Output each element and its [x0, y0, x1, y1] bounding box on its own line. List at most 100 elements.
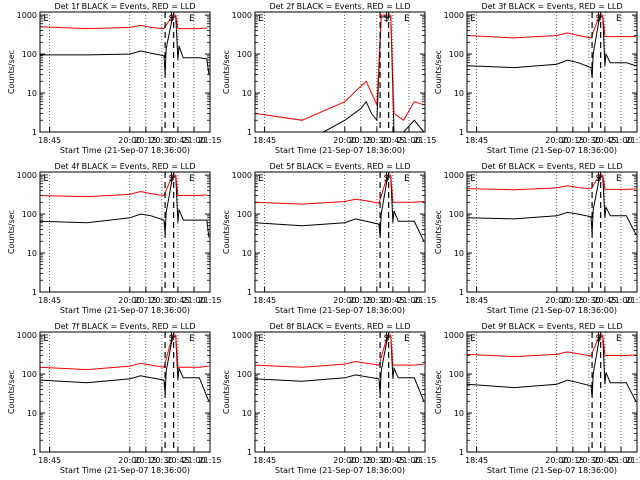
left-edge-marker-label: E	[43, 174, 49, 184]
x-axis-label: Start Time (21-Sep-07 18:36:00)	[60, 306, 190, 315]
y-tick-label: 10	[242, 249, 252, 258]
x-tick-label: 20:00	[118, 456, 141, 465]
x-tick-label: 20:00	[545, 456, 568, 465]
y-tick-label: 1	[32, 128, 37, 137]
x-tick-label: 20:45	[381, 456, 404, 465]
x-tick-label: 18:45	[253, 136, 276, 145]
events-series-line	[255, 16, 425, 133]
y-tick-label: 10	[242, 409, 252, 418]
y-tick-label: 1000	[444, 171, 464, 180]
left-edge-marker-label: E	[258, 334, 264, 344]
x-tick-label: 21:15	[198, 136, 221, 145]
y-tick-label: 1	[247, 128, 252, 137]
y-tick-label: 100	[237, 50, 252, 59]
x-tick-label: 20:45	[381, 296, 404, 305]
panel-title: Det 5f BLACK = Events, RED = LLD	[269, 162, 410, 171]
x-tick-label: 18:45	[253, 296, 276, 305]
panel-2: Det 2f BLACK = Events, RED = LLD S E E 1 10 10…	[222, 2, 437, 155]
y-tick-label: 1	[32, 288, 37, 297]
x-axis-label: Start Time (21-Sep-07 18:36:00)	[60, 466, 190, 475]
plot-frame	[39, 171, 211, 293]
y-axis-label: Counts/sec	[222, 370, 231, 414]
start-marker-label: S	[384, 14, 390, 24]
x-tick-label: 20:30	[577, 296, 600, 305]
x-tick-label: 20:45	[593, 136, 616, 145]
x-tick-label: 20:15	[134, 136, 157, 145]
x-tick-label: 20:30	[365, 296, 388, 305]
panel-1: Det 1f BLACK = Events, RED = LLD S E E 1 10 10…	[7, 2, 222, 155]
x-axis-label: Start Time (21-Sep-07 18:36:00)	[275, 306, 405, 315]
start-marker-label: S	[596, 334, 602, 344]
x-axis-label: Start Time (21-Sep-07 18:36:00)	[487, 306, 617, 315]
x-tick-label: 21:15	[625, 456, 640, 465]
events-series-line	[39, 176, 210, 238]
y-axis-label: Counts/sec	[222, 50, 231, 94]
plot-frame	[466, 11, 638, 133]
lld-series-line	[39, 14, 207, 30]
x-tick-label: 20:15	[561, 456, 584, 465]
panel-title: Det 7f BLACK = Events, RED = LLD	[54, 322, 195, 331]
lld-series-line	[254, 14, 425, 122]
start-marker-label: S	[169, 14, 175, 24]
x-tick-label: 18:45	[465, 296, 488, 305]
panel-3: Det 3f BLACK = Events, RED = LLD S E E 1 10 10…	[434, 2, 640, 155]
x-tick-label: 20:45	[381, 136, 404, 145]
end-marker-label: E	[189, 174, 195, 184]
y-tick-label: 1	[32, 448, 37, 457]
panel-title: Det 9f BLACK = Events, RED = LLD	[481, 322, 622, 331]
x-tick-label: 20:00	[118, 136, 141, 145]
panel-title: Det 3f BLACK = Events, RED = LLD	[481, 2, 622, 11]
y-tick-label: 1	[247, 448, 252, 457]
x-tick-label: 20:45	[593, 456, 616, 465]
x-tick-label: 21:00	[397, 136, 420, 145]
x-tick-label: 20:15	[349, 456, 372, 465]
x-tick-label: 21:15	[198, 456, 221, 465]
x-tick-label: 20:00	[333, 296, 356, 305]
y-tick-label: 100	[449, 370, 464, 379]
y-tick-label: 100	[22, 370, 37, 379]
panel-title: Det 8f BLACK = Events, RED = LLD	[269, 322, 410, 331]
x-tick-label: 20:45	[166, 296, 189, 305]
lld-series-line	[466, 334, 636, 358]
end-marker-label: E	[404, 334, 410, 344]
x-tick-label: 21:00	[182, 136, 205, 145]
left-edge-marker-label: E	[470, 14, 476, 24]
x-tick-label: 21:15	[413, 136, 436, 145]
x-tick-label: 20:30	[365, 456, 388, 465]
lld-series-line	[39, 174, 207, 198]
plot-frame	[466, 171, 638, 293]
x-tick-label: 20:00	[333, 136, 356, 145]
lld-series-line	[466, 174, 636, 191]
x-tick-label: 20:15	[134, 456, 157, 465]
events-series-line	[254, 176, 425, 242]
x-tick-label: 21:00	[397, 456, 420, 465]
panel-title: Det 4f BLACK = Events, RED = LLD	[54, 162, 195, 171]
plot-frame	[39, 11, 211, 133]
x-axis-label: Start Time (21-Sep-07 18:36:00)	[60, 146, 190, 155]
y-axis-label: Counts/sec	[222, 210, 231, 254]
x-axis-label: Start Time (21-Sep-07 18:36:00)	[275, 146, 405, 155]
x-tick-label: 20:15	[349, 296, 372, 305]
y-tick-label: 10	[454, 89, 464, 98]
x-tick-label: 20:00	[545, 136, 568, 145]
x-tick-label: 20:45	[593, 296, 616, 305]
x-tick-label: 21:15	[413, 456, 436, 465]
y-axis-label: Counts/sec	[434, 370, 443, 414]
x-tick-label: 20:30	[365, 136, 388, 145]
x-tick-label: 21:00	[182, 456, 205, 465]
x-tick-label: 21:00	[609, 456, 632, 465]
y-axis-label: Counts/sec	[434, 50, 443, 94]
x-tick-label: 18:45	[465, 136, 488, 145]
plot-frame	[254, 171, 426, 293]
y-tick-label: 10	[27, 409, 37, 418]
events-series-line	[40, 16, 210, 75]
x-tick-label: 21:00	[609, 296, 632, 305]
x-axis-label: Start Time (21-Sep-07 18:36:00)	[487, 146, 617, 155]
lld-series-line	[254, 334, 424, 368]
end-marker-label: E	[404, 174, 410, 184]
y-tick-label: 10	[242, 89, 252, 98]
y-tick-label: 1000	[232, 171, 252, 180]
panel-title: Det 6f BLACK = Events, RED = LLD	[481, 162, 622, 171]
y-tick-label: 1000	[17, 171, 37, 180]
panel-6: Det 6f BLACK = Events, RED = LLD S E E 1 10 10…	[434, 162, 640, 315]
